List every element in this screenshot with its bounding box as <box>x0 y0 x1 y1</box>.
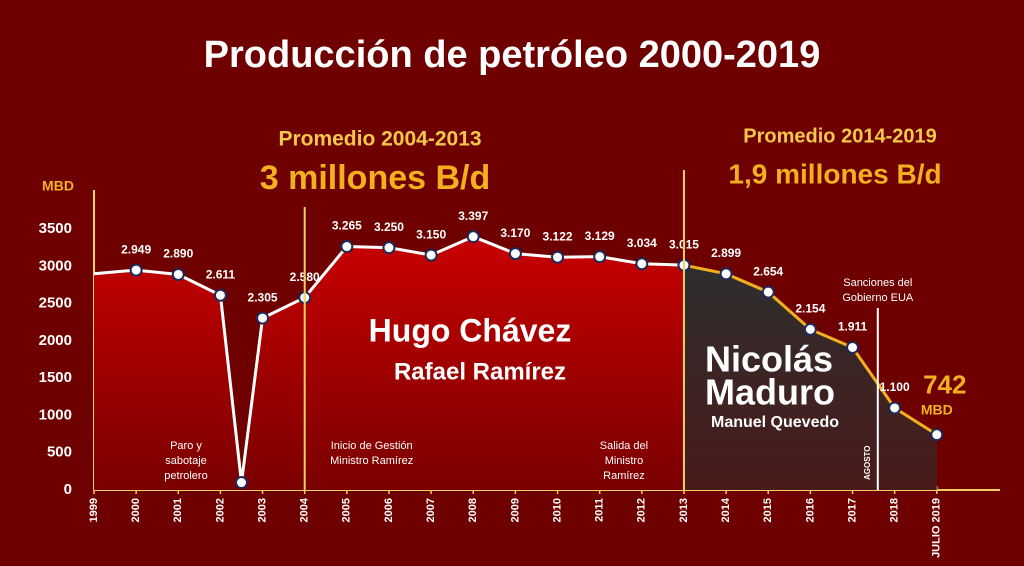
event-label: Ramírez <box>603 470 645 482</box>
value-label: 2.611 <box>206 267 236 281</box>
point <box>382 241 396 255</box>
point <box>635 257 649 271</box>
value-label: 3.122 <box>543 229 573 243</box>
x-tick-label: 2013 <box>678 498 690 522</box>
y-tick-label: 3500 <box>39 220 72 237</box>
period-name: Rafael Ramírez <box>394 358 566 385</box>
x-tick-label: 2006 <box>383 498 395 522</box>
value-label: 2.890 <box>163 247 193 261</box>
point <box>761 285 775 299</box>
y-tick-label: 1000 <box>39 406 72 423</box>
point <box>930 428 944 442</box>
point <box>256 311 270 325</box>
point <box>171 267 185 281</box>
x-tick-label: 1999 <box>88 498 100 522</box>
event-label: Ministro <box>605 455 644 467</box>
x-tick-label: 2000 <box>130 498 142 522</box>
value-label: 1.911 <box>838 320 868 334</box>
x-tick-label: 2012 <box>636 498 648 522</box>
period-title: Promedio 2014-2019 <box>743 125 936 147</box>
period-average: 3 millones B/d <box>260 159 491 197</box>
x-tick-label: 2015 <box>762 498 774 522</box>
event-note: Sanciones del <box>843 277 912 289</box>
point <box>424 248 438 262</box>
value-label: 1.100 <box>880 380 910 394</box>
point <box>803 322 817 336</box>
point <box>593 250 607 264</box>
value-label: 742 <box>923 370 966 400</box>
y-tick-label: 0 <box>64 481 72 498</box>
y-tick-label: 2500 <box>39 295 72 312</box>
period-title: Promedio 2004-2013 <box>278 128 481 151</box>
annotation: sabotaje <box>165 455 207 467</box>
event-label: Ministro Ramírez <box>330 455 413 467</box>
event-note: Gobierno EUA <box>842 292 914 304</box>
event-label: Inicio de Gestión <box>331 440 413 452</box>
value-label: 3.397 <box>458 209 488 223</box>
point <box>508 247 522 261</box>
point <box>888 401 902 415</box>
annotation: Paro y <box>170 440 202 452</box>
chart-title: Producción de petróleo 2000-2019 <box>204 34 821 76</box>
event-label: AGOSTO <box>863 445 872 480</box>
x-tick-label: 2017 <box>846 498 858 522</box>
point <box>129 263 143 277</box>
value-label: 3.265 <box>332 219 362 233</box>
y-tick-label: 500 <box>47 444 72 461</box>
x-tick-label: 2010 <box>551 498 563 522</box>
value-label: 3.034 <box>627 236 657 250</box>
point <box>466 230 480 244</box>
x-tick-label: 2002 <box>214 498 226 522</box>
value-label: 3.150 <box>416 227 446 241</box>
x-tick-label: 2014 <box>720 497 732 522</box>
value-label: 3.170 <box>500 226 530 240</box>
y-tick-label: 2000 <box>39 332 72 349</box>
x-tick-label: 2001 <box>172 498 184 522</box>
period-name: Manuel Quevedo <box>711 414 839 431</box>
y-axis-label: MBD <box>42 178 74 194</box>
area <box>683 265 937 490</box>
y-tick-label: 3000 <box>39 257 72 274</box>
value-label: 3.250 <box>374 220 404 234</box>
point <box>551 250 565 264</box>
line <box>93 235 685 483</box>
value-unit: MBD <box>921 401 953 417</box>
x-tick-label: 2005 <box>341 498 353 522</box>
period-average: 1,9 millones B/d <box>728 158 941 189</box>
period-name: Maduro <box>705 372 835 413</box>
x-tick-label: 2009 <box>509 498 521 522</box>
x-tick-label: 2007 <box>425 498 437 522</box>
y-tick-label: 1500 <box>39 369 72 386</box>
value-label: 2.154 <box>795 302 825 316</box>
x-tick-label: 2003 <box>256 498 268 522</box>
value-label: 2.305 <box>248 290 278 304</box>
period-name: Nicolás <box>705 339 833 380</box>
value-label: 2.899 <box>711 246 741 260</box>
value-label: 3.129 <box>585 229 615 243</box>
annotation: petrolero <box>164 470 207 482</box>
x-tick-label: 2004 <box>299 497 311 522</box>
period-name: Hugo Chávez <box>369 312 572 348</box>
point <box>234 476 248 490</box>
event-label: Salida del <box>600 440 648 452</box>
x-tick-label: JULIO 2019 <box>931 498 943 558</box>
x-tick-label: 2018 <box>889 498 901 522</box>
point <box>846 340 860 354</box>
x-tick-label: 2011 <box>594 498 606 522</box>
value-label: 2.654 <box>753 264 783 278</box>
point <box>340 240 354 254</box>
x-tick-label: 2008 <box>467 498 479 522</box>
x-tick-label: 2016 <box>804 498 816 522</box>
value-label: 2.949 <box>121 242 151 256</box>
point <box>213 288 227 302</box>
point <box>719 267 733 281</box>
area <box>94 236 684 490</box>
